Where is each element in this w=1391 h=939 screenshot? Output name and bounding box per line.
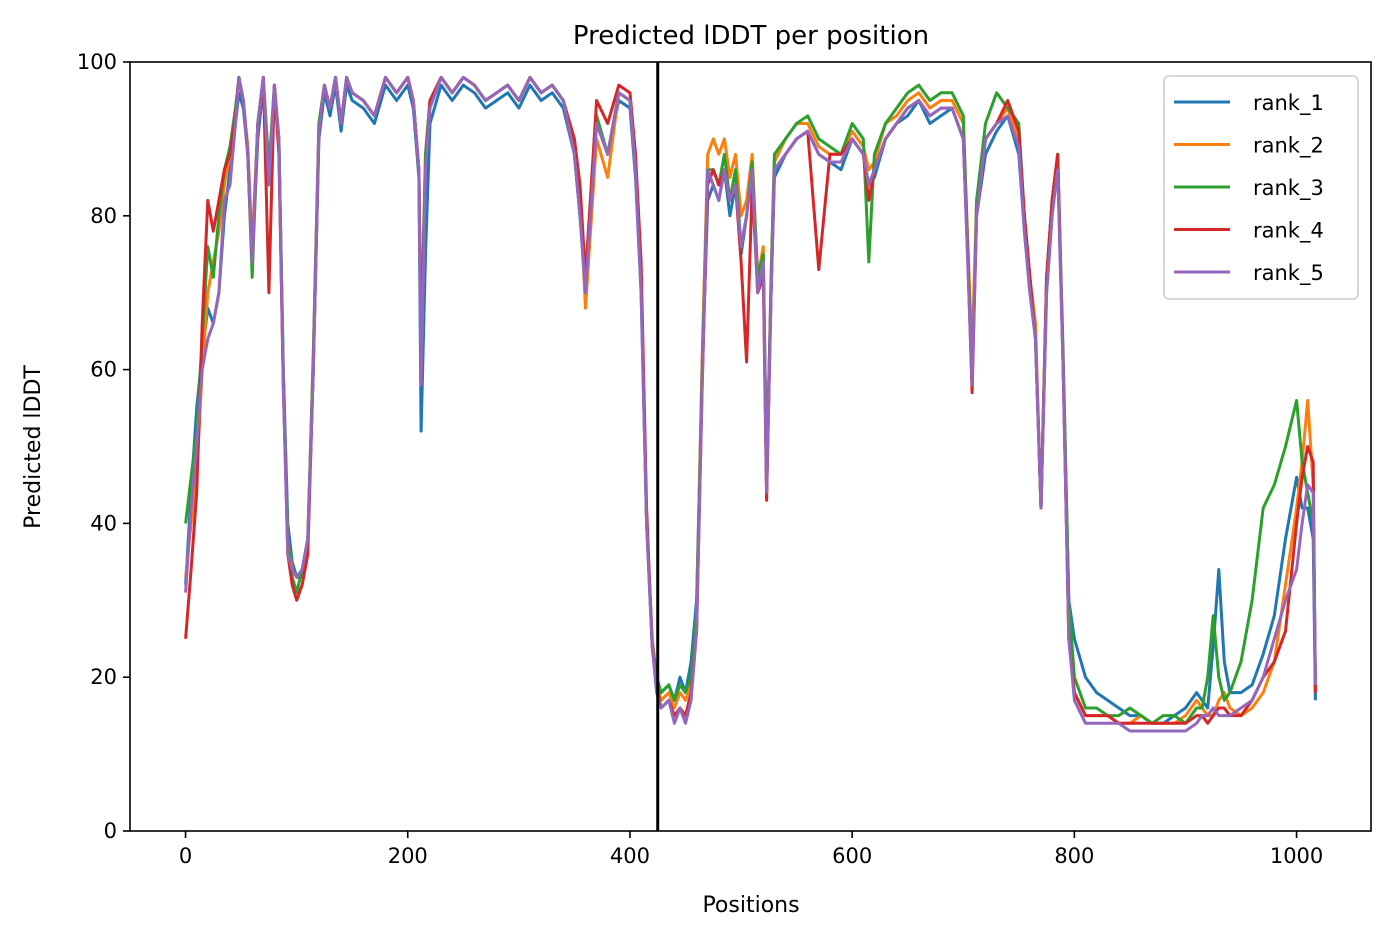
legend-label: rank_1: [1253, 91, 1324, 116]
legend-label: rank_4: [1253, 219, 1324, 244]
y-tick-label: 80: [90, 204, 117, 228]
y-tick-label: 20: [90, 665, 117, 689]
plot-frame: [129, 61, 1372, 832]
legend: rank_1 rank_2 rank_3 rank_4 rank_5: [1163, 75, 1359, 300]
chart-title: Predicted lDDT per position: [573, 21, 929, 51]
x-tick-label: 800: [1054, 844, 1094, 868]
y-tick-label: 0: [104, 819, 117, 843]
legend-label: rank_5: [1253, 261, 1324, 286]
y-tick-label: 100: [77, 50, 117, 74]
x-tick-label: 600: [832, 844, 872, 868]
y-axis-label: Predicted lDDT: [21, 365, 46, 529]
x-tick-label: 200: [388, 844, 428, 868]
legend-label: rank_2: [1253, 134, 1324, 159]
x-tick-label: 1000: [1270, 844, 1323, 868]
y-tick-label: 60: [90, 358, 117, 382]
legend-box: [1163, 75, 1359, 300]
x-tick-label: 400: [610, 844, 650, 868]
plot-area: 0 200 400 600 800 1000 0 20 40 60 80 100: [77, 50, 1372, 868]
x-tick-label: 0: [179, 844, 192, 868]
y-tick-label: 40: [90, 511, 117, 535]
series-line-rank-5: [184, 75, 1317, 733]
legend-label: rank_3: [1253, 176, 1324, 201]
x-axis-label: Positions: [702, 893, 799, 918]
